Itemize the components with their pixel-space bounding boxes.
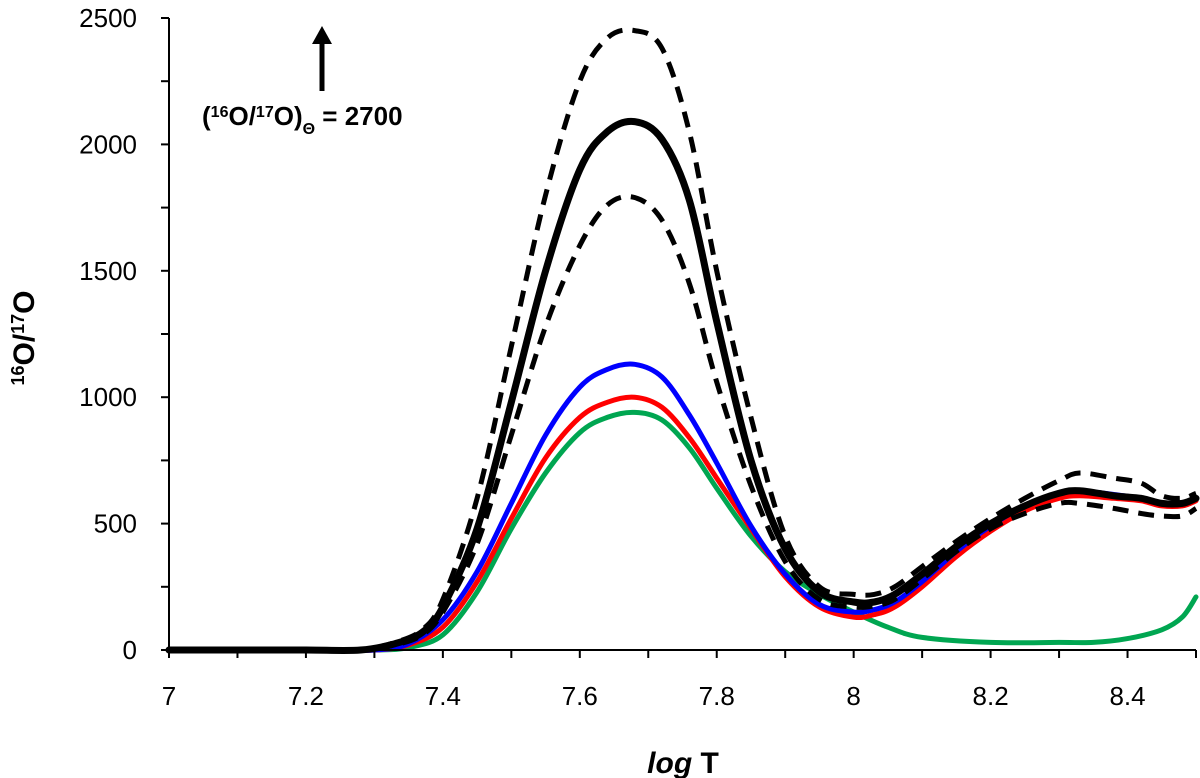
x-tick-label: 8	[846, 681, 860, 711]
x-tick-label: 7.6	[562, 681, 598, 711]
y-tick-label: 0	[123, 635, 137, 665]
y-axis-title: 16O/17O	[8, 290, 41, 385]
plot-lines	[165, 27, 1200, 654]
x-tick-label: 8.4	[1109, 681, 1145, 711]
y-tick-label: 2000	[79, 129, 137, 159]
y-tick-label: 500	[94, 509, 137, 539]
x-tick-label: 7.2	[288, 681, 324, 711]
y-tick-label: 1000	[79, 382, 137, 412]
red-series	[166, 394, 1199, 653]
x-tick-label: 7.4	[425, 681, 461, 711]
x-tick-label: 8.2	[973, 681, 1009, 711]
green-series	[166, 409, 1199, 653]
tick-labels: 0 500 1000 1500 2000 2500 7 7.2 7.4 7.6 7.8 8 8.2 8.4	[79, 3, 1145, 711]
annotation: (16O/17O)Θ = 2700	[202, 26, 403, 138]
y-tick-label: 2500	[79, 3, 137, 33]
lower-dashed-series	[168, 194, 1198, 653]
up-arrow-icon	[312, 26, 332, 91]
x-tick-label: 7	[162, 681, 176, 711]
x-axis-title: log T	[647, 747, 719, 778]
axes	[161, 17, 1197, 658]
y-tick-label: 1500	[79, 256, 137, 286]
x-tick-label: 7.8	[699, 681, 735, 711]
solar-ratio-label: (16O/17O)Θ = 2700	[202, 101, 403, 138]
middle-solid-series	[165, 117, 1200, 654]
